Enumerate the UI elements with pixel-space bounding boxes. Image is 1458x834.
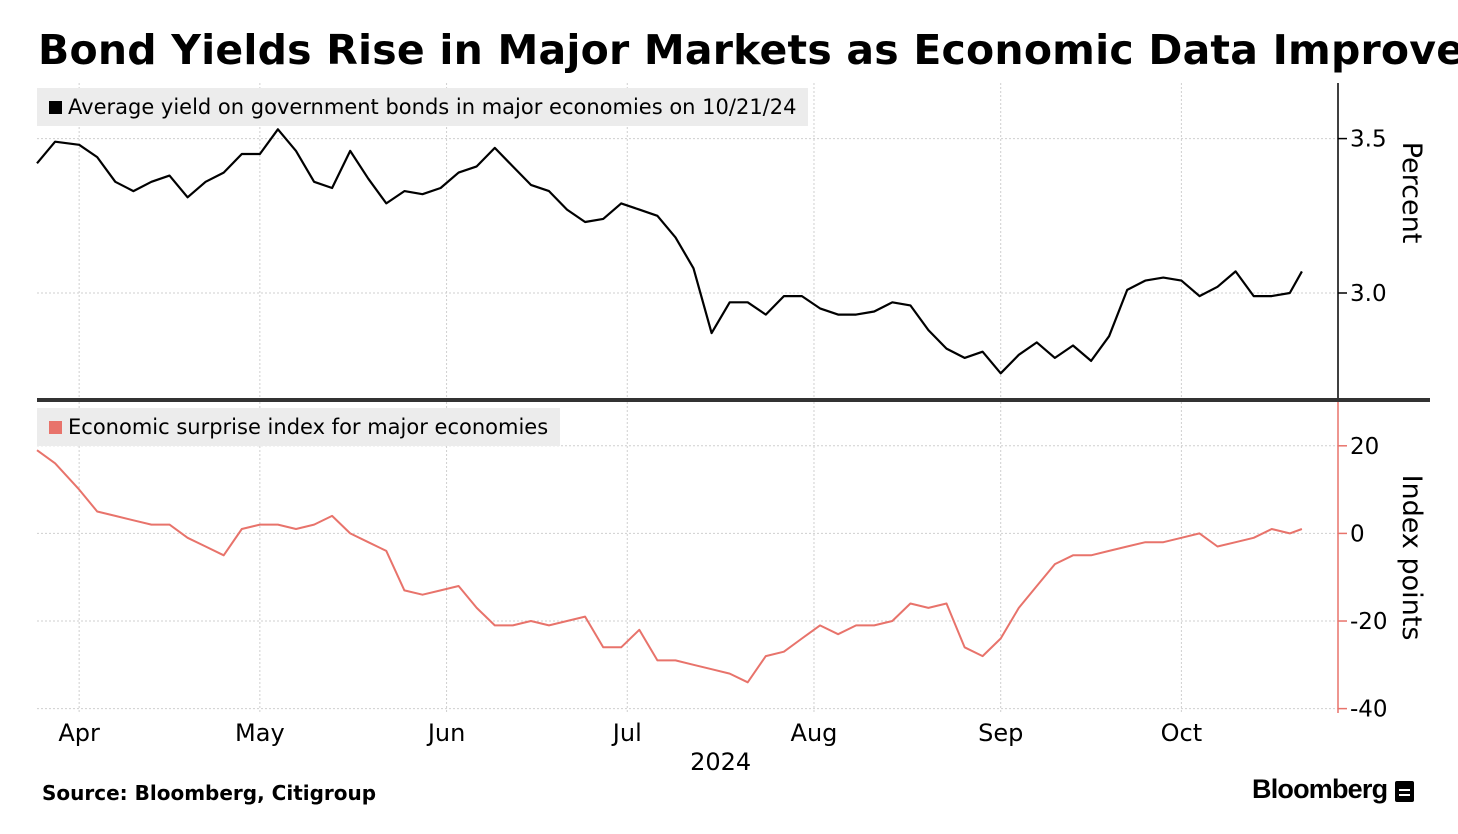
- x-year-label: 2024: [690, 748, 751, 776]
- surprise-tick-label: 20: [1350, 434, 1379, 460]
- yield-series-line: [36, 128, 1303, 375]
- surprise-tick-label: -20: [1350, 609, 1388, 635]
- x-tick-label: Jul: [611, 719, 642, 747]
- legend-surprise: Economic surprise index for major econom…: [37, 408, 561, 446]
- chart-title: Bond Yields Rise in Major Markets as Eco…: [38, 26, 1458, 74]
- surprise-tick-label: -40: [1350, 697, 1388, 723]
- brand-text: Bloomberg: [1252, 774, 1388, 804]
- legend-yield-swatch: [49, 100, 62, 114]
- x-tick-label: Aug: [791, 719, 838, 747]
- x-tick-label: Sep: [978, 719, 1023, 747]
- surprise-tick-label: 0: [1350, 521, 1365, 547]
- source-note: Source: Bloomberg, Citigroup: [42, 781, 377, 805]
- x-tick-label: Oct: [1161, 719, 1203, 747]
- surprise-series-line: [36, 449, 1303, 684]
- yield-tick-label: 3.0: [1350, 281, 1387, 307]
- legend-yield: Average yield on government bonds in maj…: [37, 88, 809, 126]
- x-tick-label: Apr: [58, 719, 100, 747]
- terminal-icon: [1395, 781, 1415, 802]
- legend-surprise-label: Economic surprise index for major econom…: [68, 415, 549, 439]
- yield-tick-label: 3.5: [1350, 127, 1387, 153]
- x-tick-label: Jun: [426, 719, 466, 747]
- legend-yield-label: Average yield on government bonds in maj…: [68, 95, 797, 119]
- bloomberg-logo: Bloomberg: [1252, 774, 1415, 805]
- legend-surprise-swatch: [49, 420, 62, 434]
- surprise-axis-title: Index points: [1396, 475, 1427, 641]
- x-tick-label: May: [235, 719, 285, 747]
- yield-axis-title: Percent: [1396, 142, 1427, 244]
